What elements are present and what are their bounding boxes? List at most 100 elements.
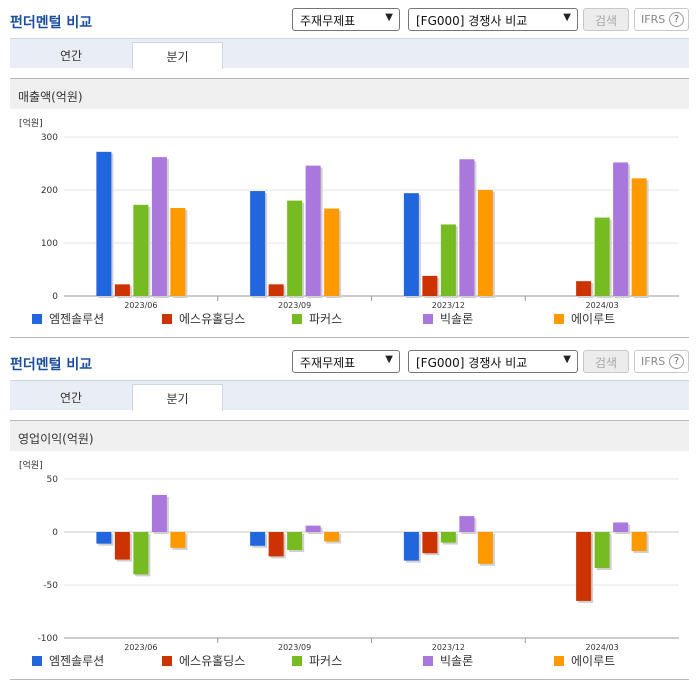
bar[interactable]: [477, 190, 493, 296]
bar[interactable]: [324, 532, 340, 542]
bar[interactable]: [422, 532, 438, 554]
section-header: 펀더멘털 비교 주재무제표 ▼ [FG000] 경쟁사 비교 ▼ 검색 IFRS…: [0, 342, 696, 380]
search-button[interactable]: 검색: [583, 8, 629, 31]
bar[interactable]: [631, 178, 647, 296]
competitor-select-value: [FG000] 경쟁사 비교: [416, 14, 528, 28]
fundamental-section-revenue: 펀더멘털 비교 주재무제표 ▼ [FG000] 경쟁사 비교 ▼ 검색 IFRS…: [0, 0, 696, 338]
ifrs-button[interactable]: IFRS ?: [634, 350, 689, 373]
legend-label: 파커스: [309, 312, 342, 326]
section-title: 펀더멘털 비교: [10, 15, 93, 31]
search-button[interactable]: 검색: [583, 350, 629, 373]
tab-annual[interactable]: 연간: [59, 391, 83, 405]
x-tick-label: 2024/03: [586, 301, 619, 310]
help-icon: ?: [669, 354, 684, 369]
bar[interactable]: [440, 532, 456, 543]
legend-item[interactable]: 빅솔론: [423, 654, 473, 668]
period-tabs: 연간 분기: [10, 38, 689, 69]
x-tick-label: 2023/06: [124, 301, 157, 310]
competitor-select-value: [FG000] 경쟁사 비교: [416, 356, 528, 370]
legend-item[interactable]: 엠젠솔루션: [32, 654, 104, 668]
bar[interactable]: [170, 208, 186, 296]
legend-item[interactable]: 빅솔론: [423, 312, 473, 326]
section-header: 펀더멘털 비교 주재무제표 ▼ [FG000] 경쟁사 비교 ▼ 검색 IFRS…: [0, 0, 696, 38]
competitor-select[interactable]: [FG000] 경쟁사 비교 ▼: [408, 8, 578, 31]
bar[interactable]: [170, 532, 186, 548]
financial-statement-select[interactable]: 주재무제표 ▼: [292, 350, 400, 373]
help-icon: ?: [669, 12, 684, 27]
bar[interactable]: [613, 522, 629, 532]
bar[interactable]: [459, 159, 475, 296]
tab-quarter[interactable]: 분기: [132, 384, 223, 411]
bar[interactable]: [594, 217, 610, 296]
section-title: 펀더멘털 비교: [10, 357, 93, 373]
legend-swatch: [162, 656, 172, 666]
competitor-select[interactable]: [FG000] 경쟁사 비교 ▼: [408, 350, 578, 373]
bar[interactable]: [576, 281, 592, 296]
x-tick-label: 2024/03: [586, 643, 619, 652]
legend-item[interactable]: 파커스: [292, 654, 342, 668]
legend-item[interactable]: 에스유홀딩스: [162, 312, 245, 326]
tab-quarter[interactable]: 분기: [132, 42, 223, 69]
bar[interactable]: [133, 204, 149, 296]
bar[interactable]: [594, 532, 610, 569]
ifrs-label: IFRS: [641, 355, 666, 368]
bar[interactable]: [613, 162, 629, 296]
chevron-down-icon: ▼: [385, 354, 393, 365]
financial-statement-select-value: 주재무제표: [300, 14, 356, 28]
bar[interactable]: [422, 275, 438, 296]
bar[interactable]: [133, 532, 149, 575]
bar[interactable]: [477, 532, 493, 564]
legend-swatch: [423, 314, 433, 324]
bar[interactable]: [96, 151, 112, 296]
tab-annual[interactable]: 연간: [59, 49, 83, 63]
legend-label: 에이루트: [571, 312, 615, 326]
bar[interactable]: [114, 532, 130, 560]
bar[interactable]: [287, 200, 303, 296]
chevron-down-icon: ▼: [563, 354, 571, 365]
legend-item[interactable]: 에이루트: [554, 654, 615, 668]
revenue-bar-chart: [억원] 0 100 200 300 2023/06 2023/09 2023/12 2024/…: [19, 117, 679, 326]
chart-panel: 매출액(억원) [억원] 0 100 200 300 2023/06 2023/09 2023…: [10, 78, 689, 338]
legend-label: 빅솔론: [440, 654, 473, 668]
ifrs-button[interactable]: IFRS ?: [634, 8, 689, 31]
legend-swatch: [162, 314, 172, 324]
bar[interactable]: [151, 157, 167, 296]
bar[interactable]: [631, 532, 647, 552]
legend-item[interactable]: 에이루트: [554, 312, 615, 326]
financial-statement-select-value: 주재무제표: [300, 356, 356, 370]
legend-item[interactable]: 파커스: [292, 312, 342, 326]
financial-statement-select[interactable]: 주재무제표 ▼: [292, 8, 400, 31]
legend-swatch: [554, 314, 564, 324]
bar[interactable]: [305, 165, 321, 296]
bar[interactable]: [324, 208, 340, 296]
chevron-down-icon: ▼: [563, 12, 571, 23]
bar[interactable]: [576, 532, 592, 601]
legend-label: 엠젠솔루션: [49, 654, 104, 668]
legend-label: 에스유홀딩스: [179, 654, 245, 668]
bar[interactable]: [96, 532, 112, 544]
legend-label: 에스유홀딩스: [179, 312, 245, 326]
x-tick-label: 2023/12: [432, 301, 465, 310]
bar[interactable]: [403, 532, 419, 561]
bar[interactable]: [114, 284, 130, 296]
bar[interactable]: [151, 494, 167, 532]
y-tick-label: -100: [38, 634, 59, 644]
bar[interactable]: [250, 532, 266, 546]
legend-label: 엠젠솔루션: [49, 312, 104, 326]
bar[interactable]: [250, 191, 266, 296]
bar[interactable]: [287, 532, 303, 551]
bar[interactable]: [459, 516, 475, 532]
bar[interactable]: [440, 224, 456, 296]
unit-label: [억원]: [19, 117, 43, 129]
y-tick-label: 0: [52, 292, 58, 302]
bar[interactable]: [268, 532, 284, 557]
legend-swatch: [554, 656, 564, 666]
unit-label: [억원]: [19, 459, 43, 471]
bar[interactable]: [305, 525, 321, 532]
bar[interactable]: [403, 193, 419, 296]
bar[interactable]: [268, 284, 284, 296]
legend-label: 에이루트: [571, 654, 615, 668]
legend-item[interactable]: 에스유홀딩스: [162, 654, 245, 668]
y-tick-label: 50: [47, 475, 59, 485]
legend-item[interactable]: 엠젠솔루션: [32, 312, 104, 326]
